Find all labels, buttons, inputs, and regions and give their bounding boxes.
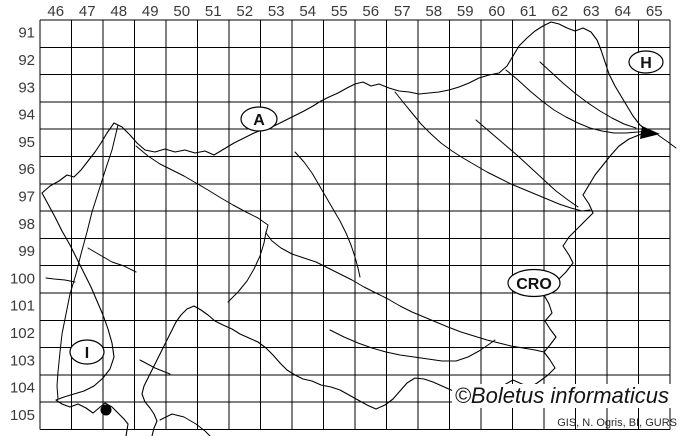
river [294,151,361,278]
col-label: 50 [173,3,190,20]
river [475,119,579,208]
river [505,69,648,134]
row-label: 94 [18,107,35,124]
column-labels: 46 47 48 49 50 51 52 53 54 55 56 57 58 59 60 61 62 63 64 65 [47,3,662,20]
river [87,247,137,273]
col-label: 60 [488,3,505,20]
country-label-croatia: CRO [516,276,552,293]
col-label: 58 [425,3,442,20]
col-label: 52 [236,3,253,20]
river [329,329,496,362]
river [56,124,119,400]
country-ellipse-hungary [628,50,664,74]
col-label: 65 [646,3,663,20]
river [135,145,545,353]
row-label: 100 [10,270,35,287]
country-ellipse-austria [240,106,278,132]
row-label: 98 [18,216,35,233]
col-label: 49 [142,3,159,20]
country-label-hungary: H [640,55,652,72]
row-label: 93 [18,79,35,96]
border-confluence-mark [640,126,660,139]
occurrence-dots [100,404,112,416]
col-label: 46 [47,3,64,20]
map-detail-line [139,359,171,375]
col-label: 59 [457,3,474,20]
row-label: 95 [18,134,35,151]
row-label: 103 [10,352,35,369]
row-label: 104 [10,380,35,397]
row-label: 99 [18,243,35,260]
col-label: 55 [331,3,348,20]
col-label: 63 [583,3,600,20]
col-label: 47 [79,3,96,20]
country-ellipse-croatia [507,268,561,298]
col-label: 57 [394,3,411,20]
row-label: 92 [18,52,35,69]
map-detail-line [159,413,211,436]
col-label: 62 [551,3,568,20]
map-line-art [41,21,677,436]
country-label-italy: I [85,345,89,362]
col-label: 51 [205,3,222,20]
country-ellipses: A H CRO I [69,50,664,365]
watermark-text: ©Boletus informaticus [451,384,672,408]
row-labels: 91 92 93 94 95 96 97 98 99 100 101 102 103 104 105 [10,25,35,424]
col-label: 54 [299,3,316,20]
row-label: 96 [18,161,35,178]
country-label-austria: A [253,112,265,129]
row-label: 102 [10,325,35,342]
river [45,277,76,283]
row-label: 97 [18,188,35,205]
row-label: 101 [10,298,35,315]
col-label: 56 [362,3,379,20]
river [394,91,591,212]
row-label: 91 [18,25,35,42]
col-label: 64 [614,3,631,20]
country-border [41,21,649,436]
row-label: 105 [10,407,35,424]
river [227,231,267,303]
map-detail-line [657,134,677,149]
col-label: 61 [520,3,537,20]
col-label: 53 [268,3,285,20]
occurrence-dot [100,404,112,416]
country-ellipse-italy [69,339,105,365]
river [539,61,637,129]
credits-text: GIS, N. Ogris, BI, GURS [557,417,677,429]
col-label: 48 [110,3,127,20]
grid-lines [39,19,671,430]
